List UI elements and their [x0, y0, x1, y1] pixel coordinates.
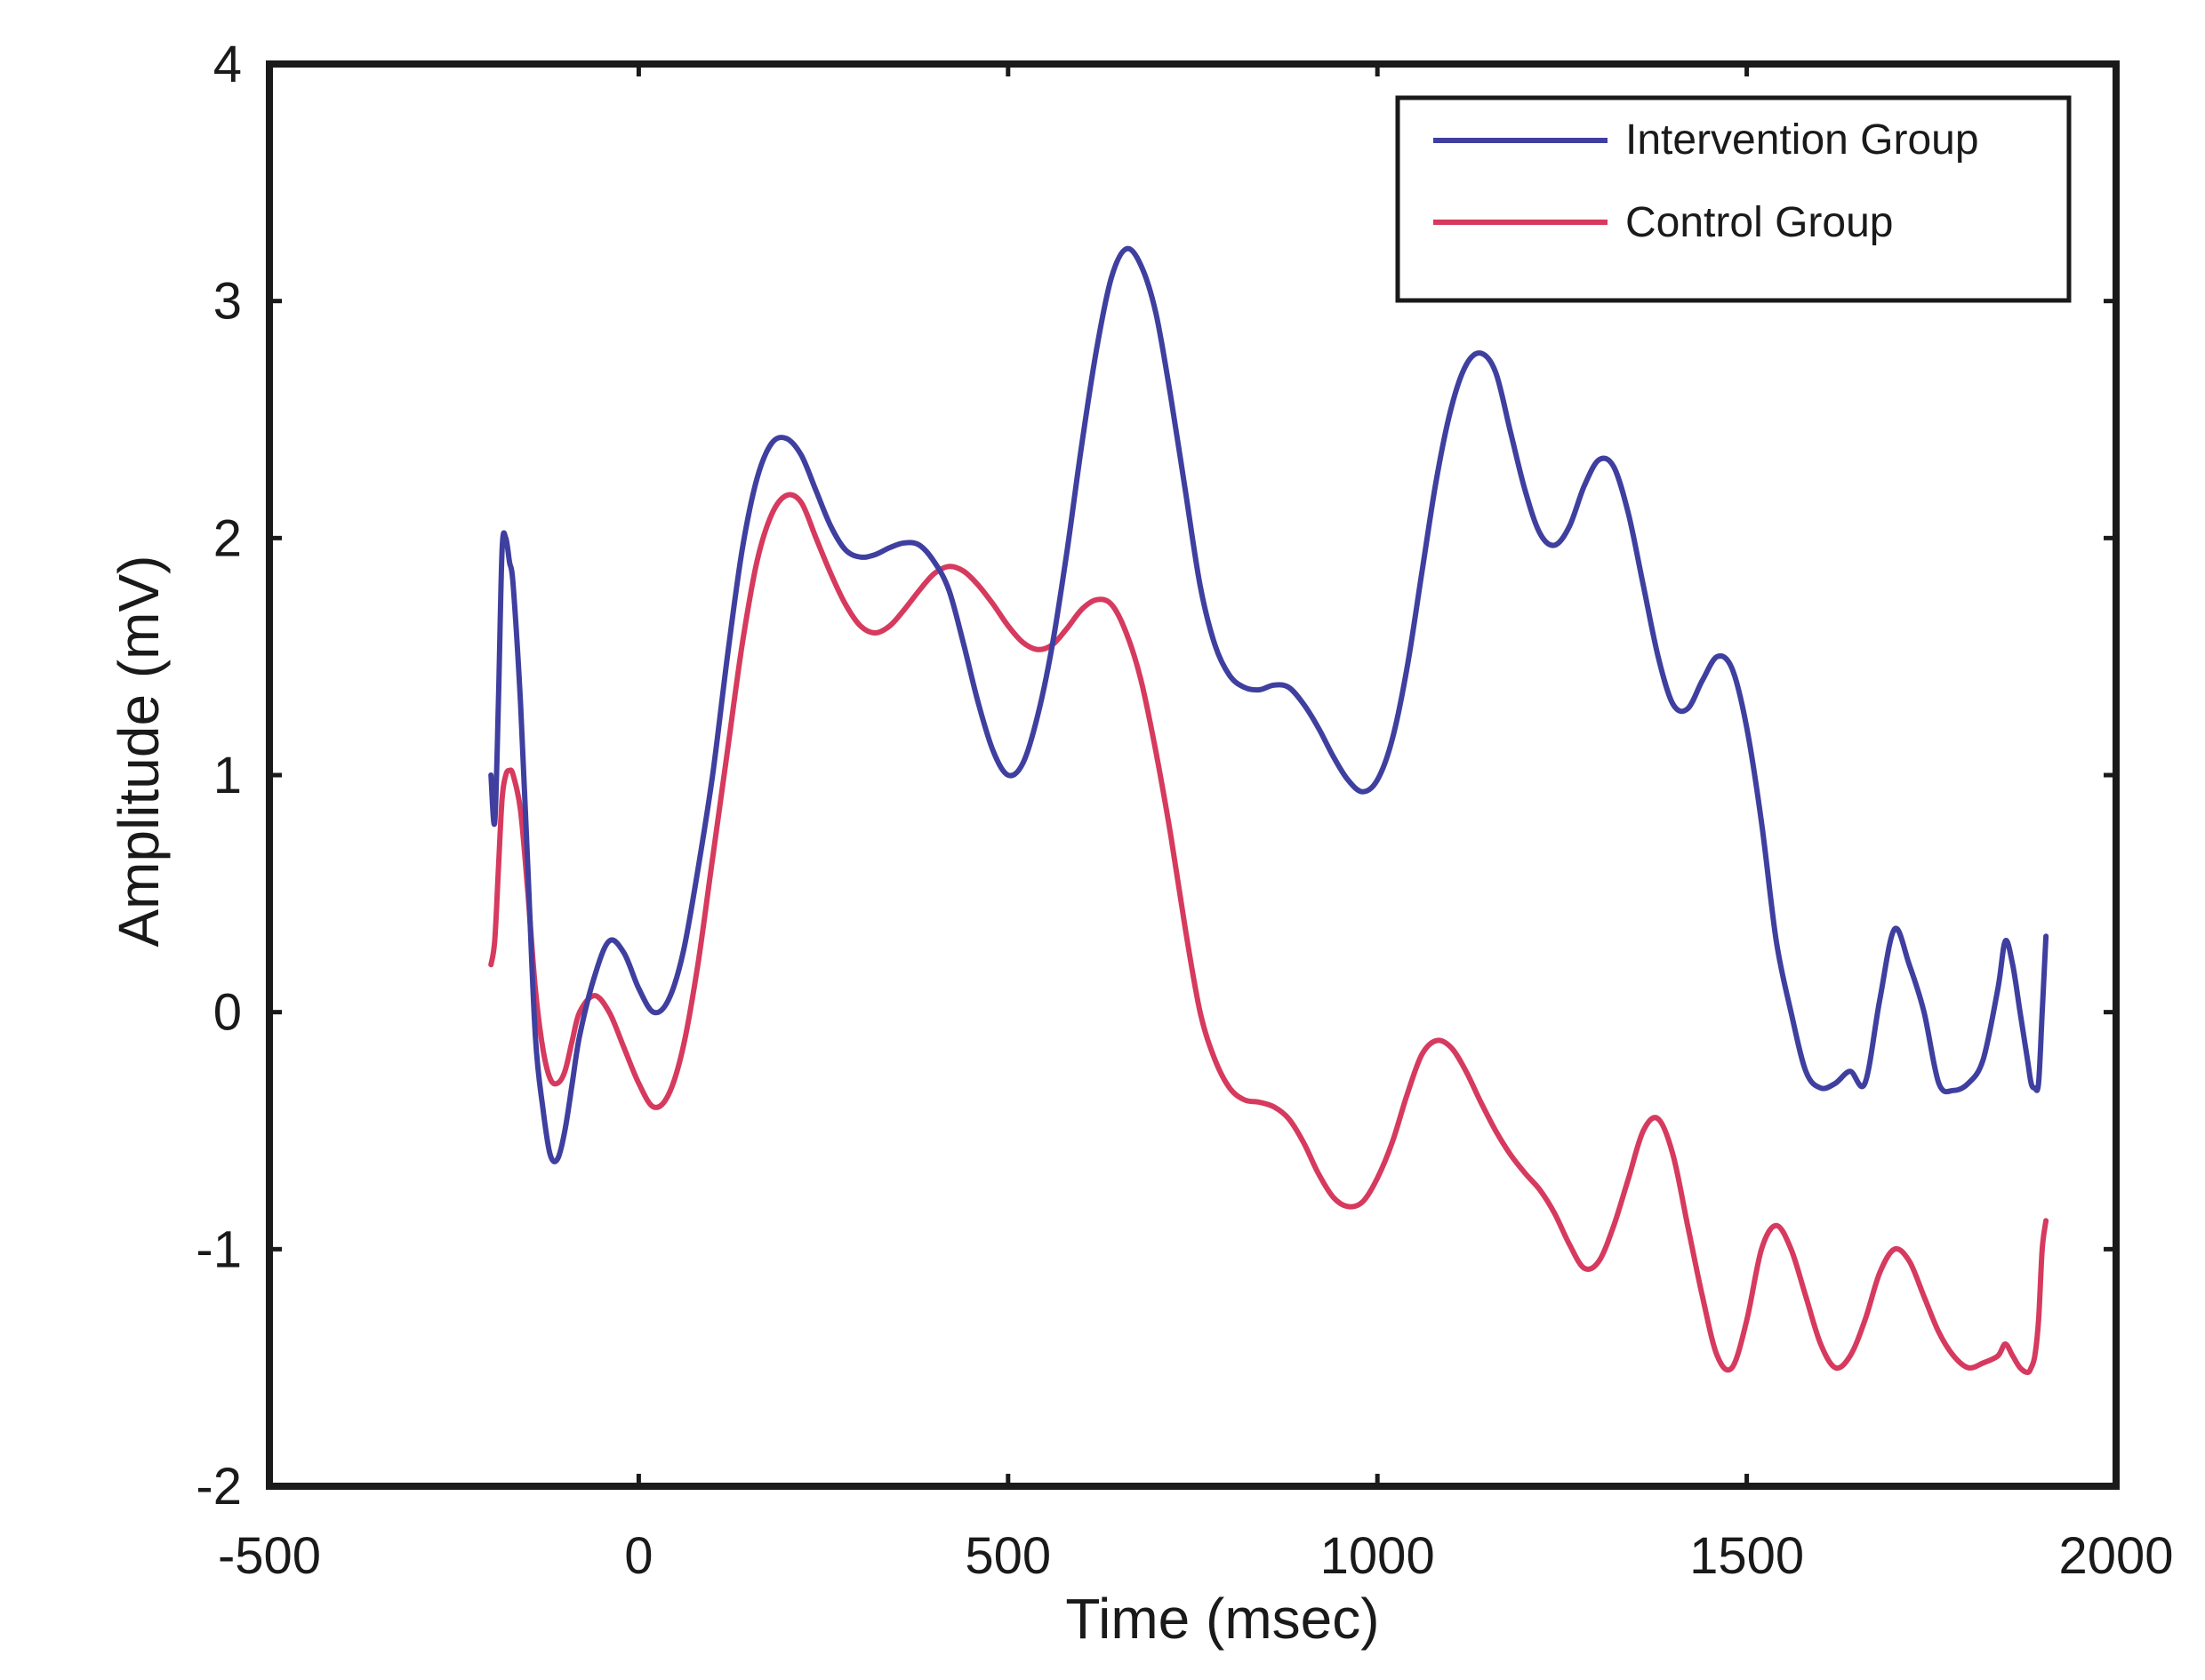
- x-tick-label: 0: [624, 1527, 653, 1585]
- series-lines: [488, 245, 2049, 1375]
- x-tick-label: 500: [965, 1527, 1051, 1585]
- series-line-intervention: [488, 245, 2049, 1164]
- legend-box: [1395, 95, 2072, 303]
- plot-frame: [266, 60, 2120, 1490]
- y-tick-label: 2: [213, 509, 242, 567]
- x-tick-label: 2000: [2058, 1527, 2173, 1585]
- x-tick-label: 1000: [1320, 1527, 1435, 1585]
- y-tick-labels: -2 -1 0 1 2 3 4: [196, 36, 242, 1516]
- y-tick-label: -2: [196, 1458, 242, 1516]
- x-tick-labels: -500 0 500 1000 1500 2000: [218, 1527, 2174, 1585]
- legend: Intervention Group Control Group: [1395, 95, 2072, 303]
- y-axis-label: Amplitude (mV): [107, 556, 171, 948]
- y-tick-label: -1: [196, 1220, 242, 1278]
- y-tick-label: 4: [213, 36, 242, 93]
- y-tick-label: 1: [213, 747, 242, 804]
- legend-label-intervention: Intervention Group: [1625, 116, 1979, 164]
- x-tick-label: -500: [218, 1527, 321, 1585]
- y-tick-label: 3: [213, 273, 242, 331]
- y-tick-label: 0: [213, 984, 242, 1042]
- legend-label-control: Control Group: [1625, 199, 1893, 246]
- x-tick-label: 1500: [1689, 1527, 1804, 1585]
- series-line-control: [488, 492, 2049, 1375]
- x-axis-label: Time (msec): [1065, 1587, 1379, 1651]
